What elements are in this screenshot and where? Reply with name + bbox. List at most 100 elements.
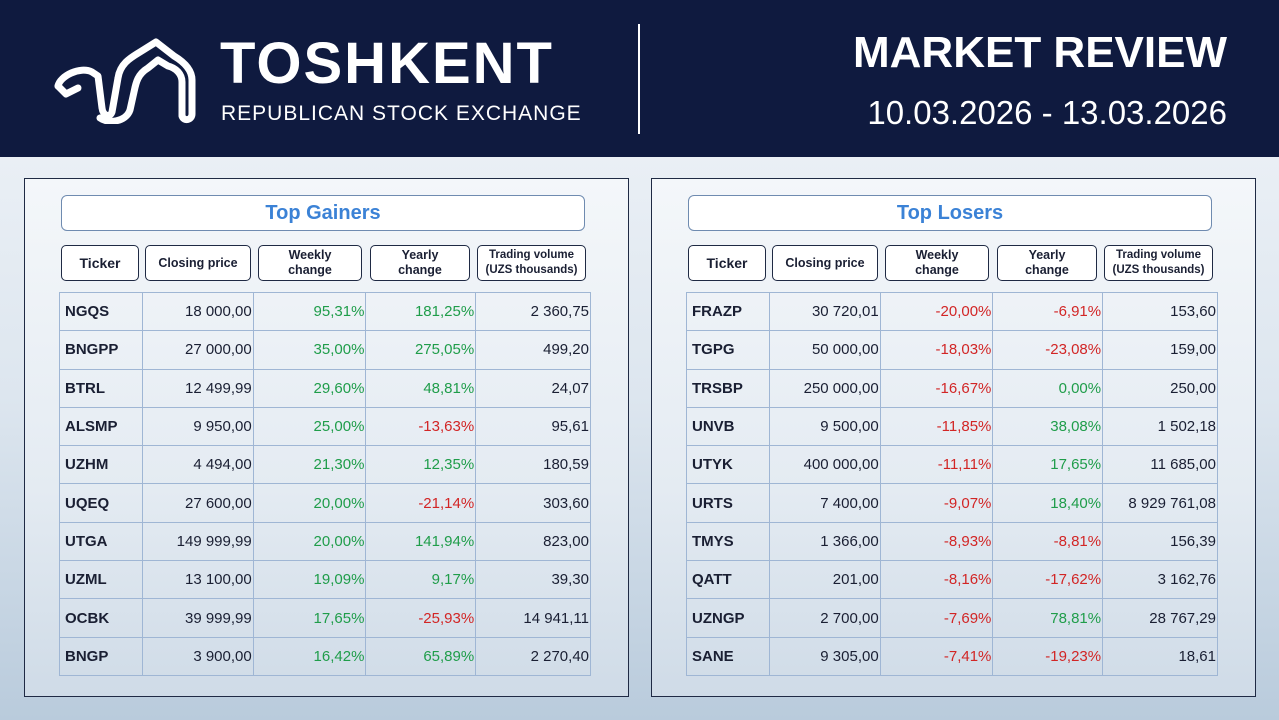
ticker-cell: UTYK: [686, 445, 770, 485]
ticker-cell: OCBK: [59, 598, 143, 638]
yearly-change-cell: -25,93%: [365, 598, 477, 638]
yearly-change-cell: -6,91%: [992, 291, 1104, 332]
closing-price-cell: 9 950,00: [141, 406, 254, 447]
trading-volume-cell: 11 685,00: [1102, 445, 1218, 485]
review-title: MARKET REVIEW: [853, 28, 1227, 77]
yearly-change-cell: -21,14%: [365, 483, 477, 523]
header-banner: TOSHKENT REPUBLICAN STOCK EXCHANGE MARKE…: [0, 0, 1279, 157]
weekly-change-cell: -11,85%: [879, 406, 994, 447]
column-header-closing-price: Closing price: [145, 245, 251, 281]
header-divider: [638, 24, 640, 134]
yearly-change-cell: -17,62%: [992, 560, 1104, 600]
column-header-closing-price: Closing price: [772, 245, 878, 281]
trading-volume-cell: 180,59: [475, 445, 591, 485]
ticker-cell: TMYS: [686, 521, 770, 562]
table-row: BNGP 3 900,00 16,42% 65,89% 2 270,40: [59, 636, 591, 676]
trading-volume-cell: 24,07: [475, 368, 591, 408]
closing-price-cell: 27 600,00: [141, 483, 254, 523]
trading-volume-cell: 14 941,11: [475, 598, 591, 638]
closing-price-cell: 9 305,00: [768, 636, 881, 676]
closing-price-cell: 39 999,99: [141, 598, 254, 638]
closing-price-cell: 201,00: [768, 560, 881, 600]
column-header-ticker: Ticker: [688, 245, 766, 281]
trading-volume-cell: 28 767,29: [1102, 598, 1218, 638]
weekly-change-cell: 25,00%: [252, 406, 367, 447]
review-date-range: 10.03.2026 - 13.03.2026: [867, 94, 1227, 131]
weekly-change-cell: -18,03%: [879, 330, 994, 370]
weekly-change-cell: 17,65%: [252, 598, 367, 638]
closing-price-cell: 7 400,00: [768, 483, 881, 523]
table-row: UTYK 400 000,00 -11,11% 17,65% 11 685,00: [686, 445, 1218, 485]
ticker-cell: ALSMP: [59, 406, 143, 447]
trading-volume-cell: 39,30: [475, 560, 591, 600]
trading-volume-cell: 18,61: [1102, 636, 1218, 676]
trading-volume-cell: 2 360,75: [475, 291, 591, 332]
ticker-cell: URTS: [686, 483, 770, 523]
table-row: UZML 13 100,00 19,09% 9,17% 39,30: [59, 560, 591, 600]
closing-price-cell: 3 900,00: [141, 636, 254, 676]
yearly-change-cell: 78,81%: [992, 598, 1104, 638]
table-row: QATT 201,00 -8,16% -17,62% 3 162,76: [686, 560, 1218, 600]
table-row: BTRL 12 499,99 29,60% 48,81% 24,07: [59, 368, 591, 408]
trading-volume-cell: 3 162,76: [1102, 560, 1218, 600]
weekly-change-cell: -8,16%: [879, 560, 994, 600]
table-row: UNVB 9 500,00 -11,85% 38,08% 1 502,18: [686, 406, 1218, 447]
ticker-cell: UZHM: [59, 445, 143, 485]
ticker-cell: BNGPP: [59, 330, 143, 370]
yearly-change-cell: 17,65%: [992, 445, 1104, 485]
column-header-ticker: Ticker: [61, 245, 139, 281]
weekly-change-cell: 20,00%: [252, 521, 367, 562]
trading-volume-cell: 499,20: [475, 330, 591, 370]
ticker-cell: UQEQ: [59, 483, 143, 523]
yearly-change-cell: 65,89%: [365, 636, 477, 676]
closing-price-cell: 12 499,99: [141, 368, 254, 408]
yearly-change-cell: -13,63%: [365, 406, 477, 447]
table-row: TRSBP 250 000,00 -16,67% 0,00% 250,00: [686, 368, 1218, 408]
ticker-cell: SANE: [686, 636, 770, 676]
table-row: UTGA 149 999,99 20,00% 141,94% 823,00: [59, 521, 591, 562]
yearly-change-cell: 48,81%: [365, 368, 477, 408]
trading-volume-cell: 250,00: [1102, 368, 1218, 408]
closing-price-cell: 30 720,01: [768, 291, 881, 332]
weekly-change-cell: -20,00%: [879, 291, 994, 332]
table-row: BNGPP 27 000,00 35,00% 275,05% 499,20: [59, 330, 591, 370]
closing-price-cell: 9 500,00: [768, 406, 881, 447]
weekly-change-cell: 16,42%: [252, 636, 367, 676]
yearly-change-cell: 38,08%: [992, 406, 1104, 447]
weekly-change-cell: 95,31%: [252, 291, 367, 332]
table-row: TGPG 50 000,00 -18,03% -23,08% 159,00: [686, 330, 1218, 370]
yearly-change-cell: 9,17%: [365, 560, 477, 600]
column-header-trading-volume: Trading volume (UZS thousands): [1104, 245, 1213, 281]
closing-price-cell: 18 000,00: [141, 291, 254, 332]
table-row: TMYS 1 366,00 -8,93% -8,81% 156,39: [686, 521, 1218, 562]
trading-volume-cell: 153,60: [1102, 291, 1218, 332]
weekly-change-cell: -9,07%: [879, 483, 994, 523]
yearly-change-cell: 181,25%: [365, 291, 477, 332]
top-gainers-title: Top Gainers: [61, 195, 585, 231]
closing-price-cell: 4 494,00: [141, 445, 254, 485]
weekly-change-cell: -8,93%: [879, 521, 994, 562]
column-header-trading-volume: Trading volume (UZS thousands): [477, 245, 586, 281]
closing-price-cell: 149 999,99: [141, 521, 254, 562]
table-row: UZNGP 2 700,00 -7,69% 78,81% 28 767,29: [686, 598, 1218, 638]
closing-price-cell: 27 000,00: [141, 330, 254, 370]
yearly-change-cell: 275,05%: [365, 330, 477, 370]
trading-volume-cell: 8 929 761,08: [1102, 483, 1218, 523]
closing-price-cell: 1 366,00: [768, 521, 881, 562]
ticker-cell: TRSBP: [686, 368, 770, 408]
table-row: OCBK 39 999,99 17,65% -25,93% 14 941,11: [59, 598, 591, 638]
yearly-change-cell: 0,00%: [992, 368, 1104, 408]
ticker-cell: BNGP: [59, 636, 143, 676]
weekly-change-cell: 21,30%: [252, 445, 367, 485]
yearly-change-cell: 12,35%: [365, 445, 477, 485]
weekly-change-cell: -11,11%: [879, 445, 994, 485]
top-gainers-table: NGQS 18 000,00 95,31% 181,25% 2 360,75 BNGPP 2…: [59, 291, 591, 676]
trading-volume-cell: 303,60: [475, 483, 591, 523]
closing-price-cell: 250 000,00: [768, 368, 881, 408]
ticker-cell: FRAZP: [686, 291, 770, 332]
yearly-change-cell: -19,23%: [992, 636, 1104, 676]
closing-price-cell: 400 000,00: [768, 445, 881, 485]
weekly-change-cell: 35,00%: [252, 330, 367, 370]
closing-price-cell: 13 100,00: [141, 560, 254, 600]
trading-volume-cell: 2 270,40: [475, 636, 591, 676]
